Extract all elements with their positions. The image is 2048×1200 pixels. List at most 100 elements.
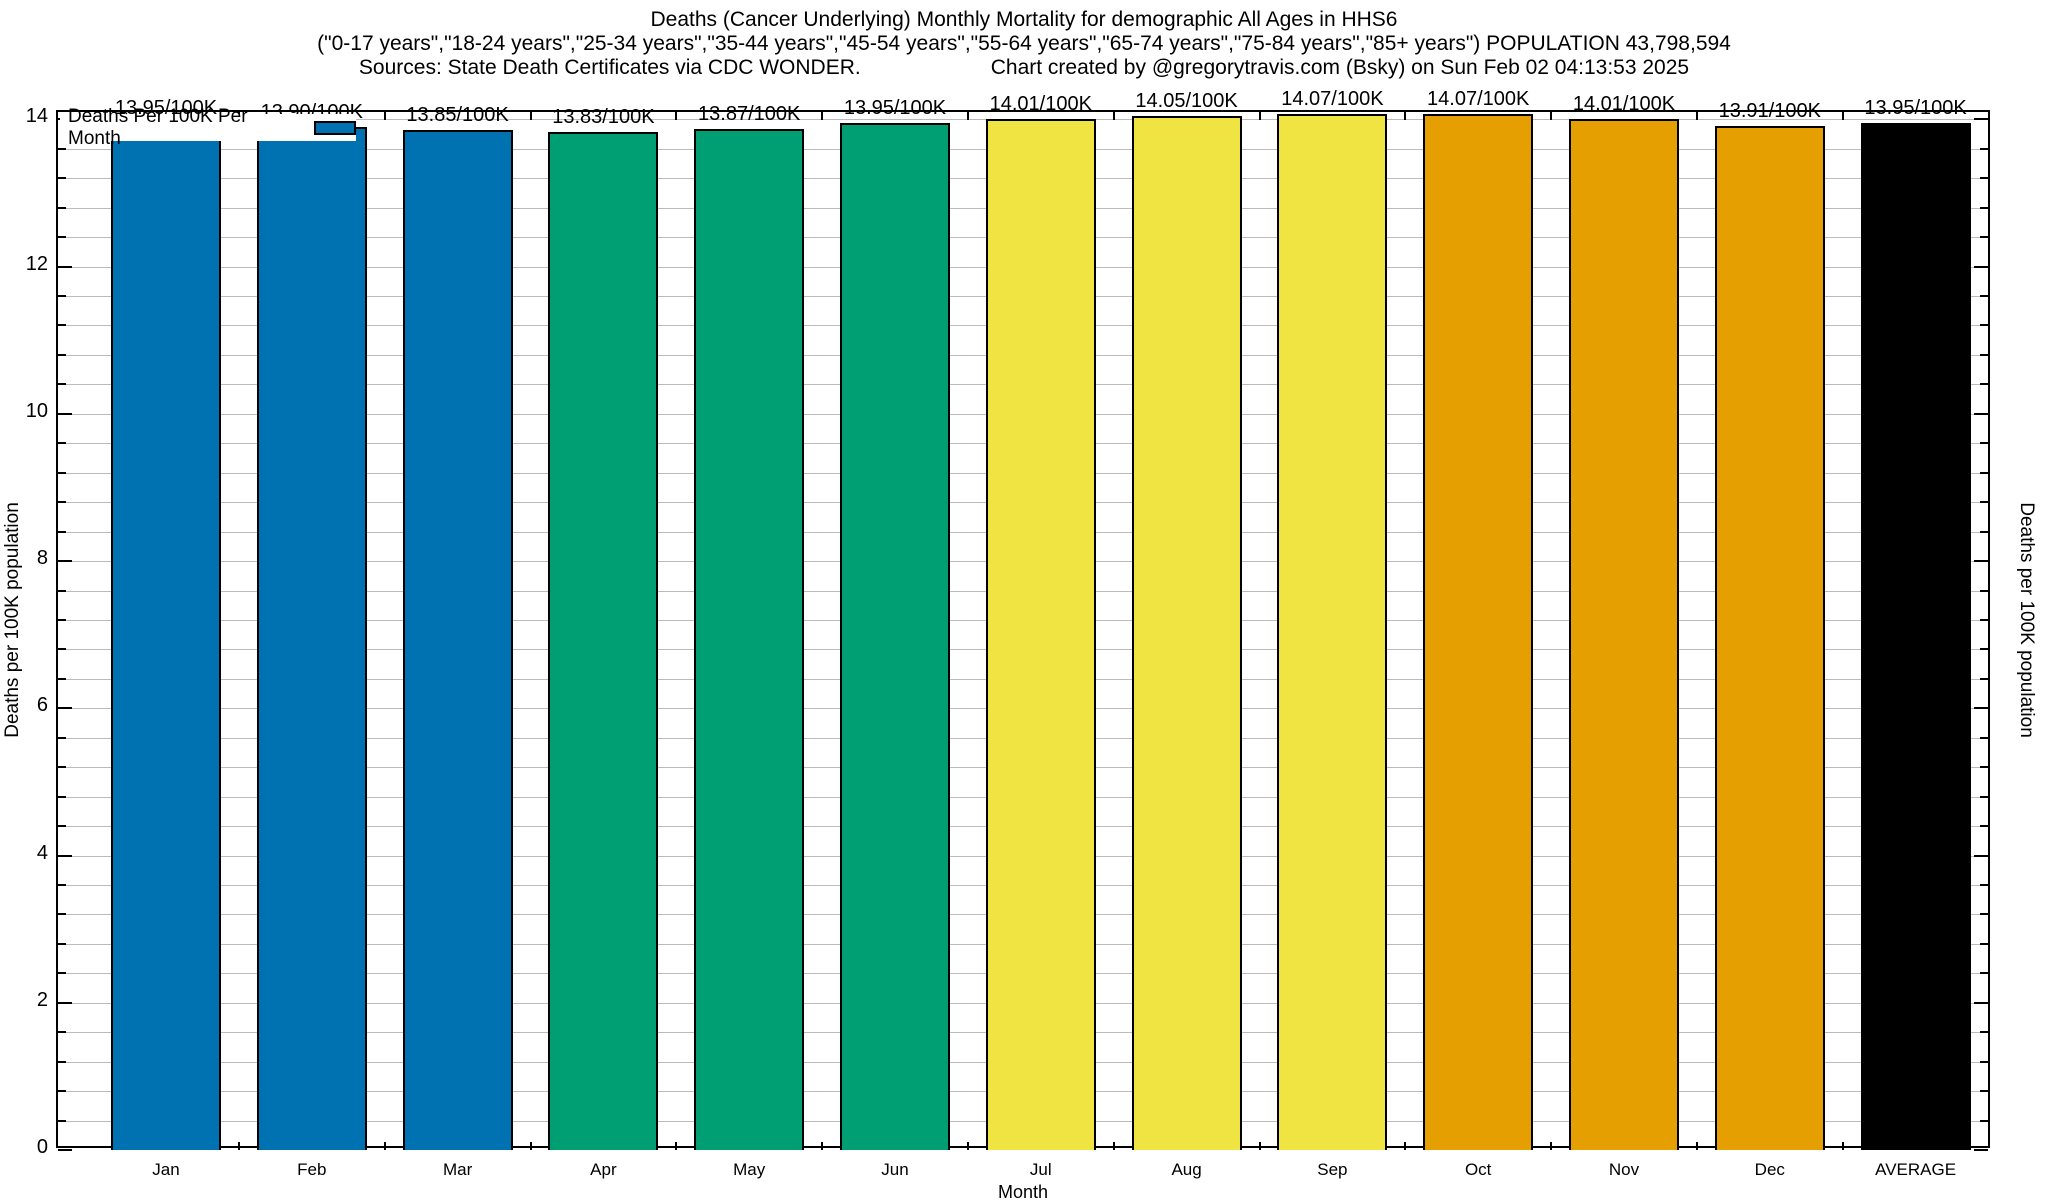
- x-tick-mark: [1695, 1142, 1698, 1150]
- y-tick-mark: [1980, 589, 1988, 592]
- y-tick-mark: [58, 913, 66, 916]
- y-tick-mark: [1980, 295, 1988, 298]
- chart-sources-text: Sources: State Death Certificates via CD…: [358, 56, 861, 79]
- y-axis-label-right: Deaths per 100K population: [2016, 502, 2037, 738]
- x-tick-mark: [821, 1142, 824, 1150]
- y-tick-mark: [58, 560, 72, 563]
- x-tick-mark: [1550, 1142, 1553, 1150]
- bar-dec: [1714, 125, 1825, 1150]
- y-tick-label-10: 10: [25, 399, 48, 422]
- y-tick-mark: [58, 206, 66, 209]
- y-tick-label-4: 4: [36, 841, 48, 864]
- x-category-label-jan: Jan: [152, 1160, 180, 1179]
- y-tick-mark: [1974, 412, 1988, 415]
- y-tick-mark: [58, 707, 72, 710]
- y-tick-mark: [58, 442, 66, 445]
- chart-title-line2: ("0-17 years","18-24 years","25-34 years…: [317, 32, 1731, 55]
- y-tick-mark: [1980, 1119, 1988, 1122]
- y-tick-mark: [58, 383, 66, 386]
- y-tick-label-2: 2: [36, 988, 48, 1011]
- x-category-label-jun: Jun: [881, 1160, 909, 1179]
- y-tick-mark: [58, 1119, 66, 1122]
- y-tick-mark: [58, 795, 66, 798]
- bar-value-label-oct: 14.07/100K: [1427, 88, 1530, 111]
- x-tick-mark: [966, 1142, 969, 1150]
- y-tick-mark: [1974, 1001, 1988, 1004]
- chart-title-block: Deaths (Cancer Underlying) Monthly Morta…: [0, 8, 2048, 80]
- x-category-label-aug: Aug: [1171, 1160, 1202, 1179]
- y-tick-mark: [1980, 766, 1988, 769]
- y-tick-mark: [1980, 471, 1988, 474]
- bar-average: [1860, 123, 1971, 1150]
- y-tick-mark: [58, 972, 66, 975]
- y-tick-mark: [1980, 942, 1988, 945]
- y-tick-mark: [58, 1031, 66, 1034]
- y-tick-mark: [1980, 883, 1988, 886]
- x-category-label-mar: Mar: [442, 1160, 473, 1179]
- bar-value-label-sep: 14.07/100K: [1281, 88, 1384, 111]
- bar-apr: [548, 131, 659, 1150]
- y-tick-mark: [1974, 560, 1988, 563]
- y-tick-label-14: 14: [25, 105, 48, 128]
- y-tick-mark: [1980, 736, 1988, 739]
- x-tick-mark: [529, 112, 532, 120]
- bar-aug: [1131, 115, 1242, 1150]
- x-tick-mark: [821, 112, 824, 120]
- y-tick-mark: [1980, 501, 1988, 504]
- y-tick-mark: [58, 1090, 66, 1093]
- x-tick-mark: [675, 112, 678, 120]
- x-category-label-feb: Feb: [297, 1160, 327, 1179]
- y-tick-mark: [1974, 854, 1988, 857]
- y-tick-mark: [58, 236, 66, 239]
- y-tick-mark: [1974, 118, 1988, 121]
- bar-nov: [1569, 118, 1679, 1150]
- y-tick-mark: [1980, 353, 1988, 356]
- y-tick-mark: [1980, 442, 1988, 445]
- y-tick-mark: [58, 1001, 72, 1004]
- x-tick-mark: [1841, 1142, 1844, 1150]
- x-category-label-apr: Apr: [590, 1160, 617, 1179]
- x-axis-label: Month: [997, 1182, 1049, 1200]
- x-tick-mark: [383, 1142, 386, 1150]
- y-tick-mark: [1980, 825, 1988, 828]
- x-tick-mark: [1258, 112, 1261, 120]
- x-tick-mark: [1695, 112, 1698, 120]
- bar-value-label-apr: 13.83/100K: [552, 105, 655, 128]
- y-tick-mark: [1980, 648, 1988, 651]
- y-tick-mark: [1974, 1149, 1988, 1151]
- y-tick-mark: [1980, 236, 1988, 239]
- y-tick-mark: [58, 530, 66, 533]
- y-tick-label-6: 6: [36, 694, 48, 717]
- y-tick-mark: [1980, 1031, 1988, 1034]
- x-category-label-may: May: [733, 1160, 766, 1179]
- x-tick-mark: [383, 112, 386, 120]
- bar-value-label-aug: 14.05/100K: [1135, 89, 1238, 112]
- y-tick-mark: [1980, 530, 1988, 533]
- x-tick-mark: [1841, 112, 1844, 120]
- x-tick-mark: [1258, 1142, 1261, 1150]
- bar-may: [694, 128, 805, 1150]
- y-tick-mark: [58, 883, 66, 886]
- y-tick-mark: [58, 942, 66, 945]
- x-category-label-dec: Dec: [1754, 1160, 1785, 1179]
- legend: Deaths Per 100K Per Month: [60, 106, 356, 149]
- bar-value-label-nov: 14.01/100K: [1572, 92, 1676, 115]
- bar-jul: [985, 118, 1096, 1150]
- plot-area: 13.95/100K Jan 13.90/100K Feb 13.85/100K Mar 1…: [56, 88, 1990, 1179]
- y-tick-mark: [1980, 147, 1988, 150]
- y-tick-mark: [58, 353, 66, 356]
- y-tick-mark: [58, 648, 66, 651]
- y-tick-mark: [58, 1149, 72, 1151]
- bar-value-label-jun: 13.95/100K: [843, 97, 947, 120]
- x-tick-mark: [1404, 1142, 1407, 1150]
- legend-label: Deaths Per 100K Per Month: [68, 105, 248, 149]
- bar-feb: [256, 126, 367, 1150]
- x-tick-mark: [1404, 112, 1407, 120]
- x-tick-mark: [1112, 112, 1115, 120]
- y-tick-mark: [58, 147, 66, 150]
- x-category-label-oct: Oct: [1464, 1160, 1492, 1179]
- y-tick-mark: [1980, 206, 1988, 209]
- y-tick-mark: [1980, 324, 1988, 327]
- x-tick-mark: [1550, 112, 1553, 120]
- y-tick-mark: [58, 589, 66, 592]
